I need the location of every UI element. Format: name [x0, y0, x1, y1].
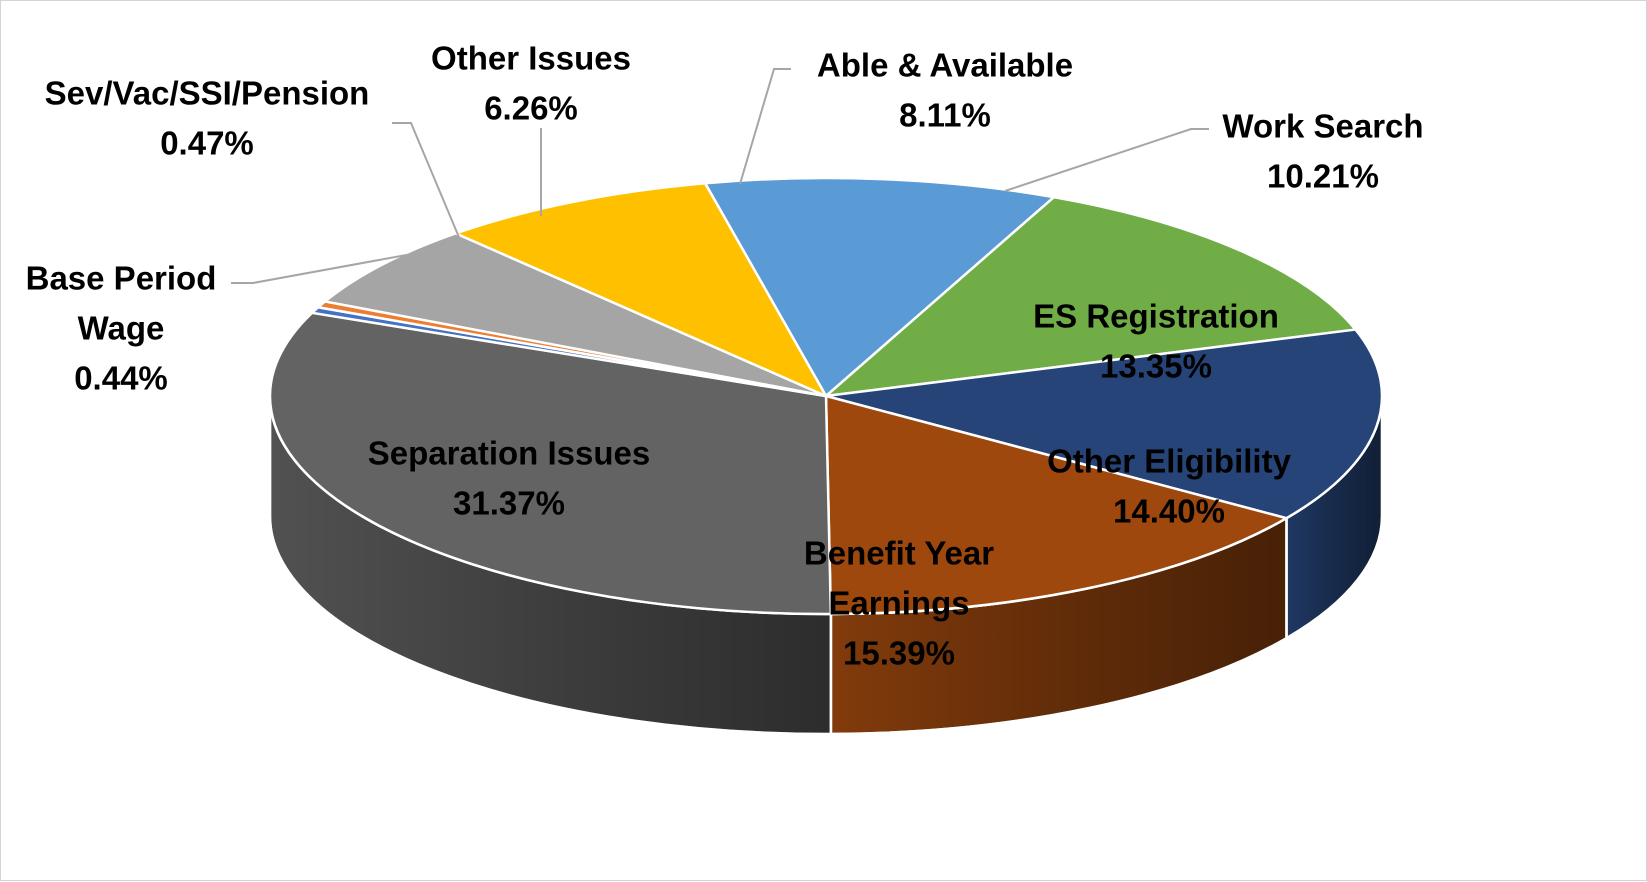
value-label-separation-issues: 31.37%	[453, 485, 565, 522]
pie-top-faces	[268, 176, 1384, 616]
category-label-work-search: Work Search	[1222, 108, 1423, 145]
category-label-base-period-wage: Base Period	[26, 260, 217, 297]
value-label-other-issues: 6.26%	[484, 90, 578, 127]
category-label-other-eligibility: Other Eligibility	[1047, 443, 1292, 480]
category-label-es-registration: ES Registration	[1033, 298, 1279, 335]
value-label-other-eligibility: 14.40%	[1113, 493, 1225, 530]
category-label-base-period-wage: Wage	[78, 310, 165, 347]
leader-line-sev-vac-ssi-pension	[392, 122, 462, 243]
pie-slice-benefit-year-earnings	[824, 394, 1288, 616]
pie-slice-es-registration	[824, 195, 1357, 398]
pie-slice-other-issues	[323, 232, 828, 398]
data-labels: Work Search 10.21% ES Registration 13.35% Ot…	[26, 40, 1424, 672]
pie-slice-work-search	[703, 176, 1056, 398]
value-label-base-period-wage: 0.44%	[74, 360, 168, 397]
value-label-sev-vac-ssi-pension: 0.47%	[160, 125, 254, 162]
leader-lines	[231, 68, 1209, 284]
value-label-benefit-year-earnings: 15.39%	[843, 635, 955, 672]
category-label-benefit-year-earnings: Benefit Year	[804, 535, 994, 572]
value-label-work-search: 10.21%	[1267, 158, 1379, 195]
category-label-benefit-year-earnings: Earnings	[828, 585, 969, 622]
value-label-able-and-available: 8.11%	[899, 97, 991, 134]
leader-line-base-period-wage	[231, 246, 451, 284]
value-label-es-registration: 13.35%	[1100, 348, 1212, 385]
category-label-other-issues: Other Issues	[431, 40, 631, 77]
pie-slice-able-and-available	[454, 181, 828, 398]
pie-slice-separation-issues	[268, 311, 833, 616]
leader-line-able-and-available	[739, 68, 791, 185]
category-label-sev-vac-ssi-pension: Sev/Vac/SSI/Pension	[45, 75, 370, 112]
category-label-able-and-available: Able & Available	[817, 47, 1073, 84]
category-label-separation-issues: Separation Issues	[368, 435, 650, 472]
pie-slice-other-eligibility	[824, 328, 1384, 520]
leader-line-work-search	[1004, 128, 1209, 192]
